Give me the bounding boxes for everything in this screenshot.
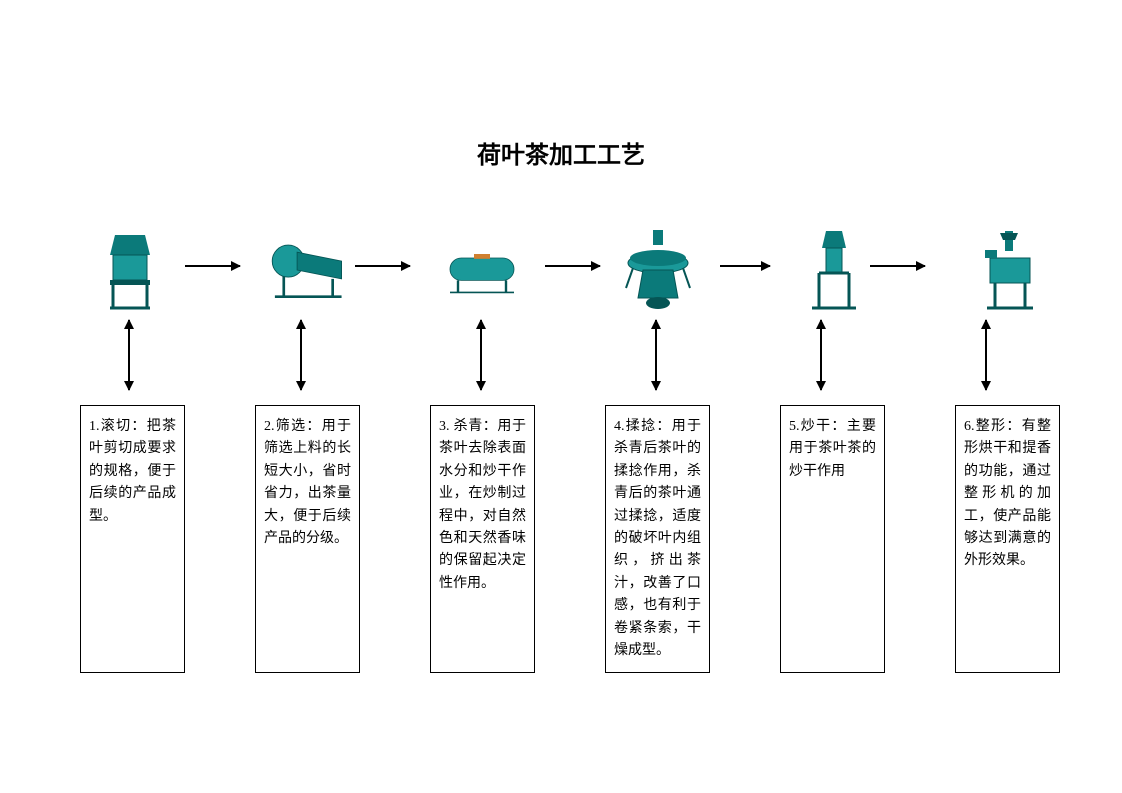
flow-arrow-1-2 <box>185 265 240 267</box>
link-arrow-2 <box>300 320 302 390</box>
step-box-6: 6.整形：有整形烘干和提香的功能，通过整形机的加工，使产品能够达到满意的外形效果… <box>955 405 1060 673</box>
description-boxes-row: 1.滚切：把茶叶剪切成要求的规格，便于后续的产品成型。 2.筛选：用于筛选上料的… <box>80 405 1060 673</box>
step-box-2: 2.筛选：用于筛选上料的长短大小，省时省力，出茶量大，便于后续产品的分级。 <box>255 405 360 673</box>
step-box-1: 1.滚切：把茶叶剪切成要求的规格，便于后续的产品成型。 <box>80 405 185 673</box>
machine-rolling <box>618 230 698 310</box>
page-title: 荷叶茶加工工艺 <box>0 135 1122 170</box>
flow-arrow-5-6 <box>870 265 925 267</box>
machine-dryer <box>794 230 874 310</box>
link-arrow-6 <box>985 320 987 390</box>
step-box-5: 5.炒干：主要用于茶叶茶的炒干作用 <box>780 405 885 673</box>
link-arrow-3 <box>480 320 482 390</box>
machine-roll-cutter <box>90 230 170 310</box>
step-box-4: 4.揉捻：用于杀青后茶叶的揉捻作用，杀青后的茶叶通过揉捻，适度的破坏叶内组织，挤… <box>605 405 710 673</box>
flow-arrow-3-4 <box>545 265 600 267</box>
link-arrow-5 <box>820 320 822 390</box>
flow-arrow-4-5 <box>720 265 770 267</box>
link-arrow-1 <box>128 320 130 390</box>
link-arrow-4 <box>655 320 657 390</box>
machine-fixation <box>442 230 522 310</box>
machine-shaping <box>970 230 1050 310</box>
flow-arrow-2-3 <box>355 265 410 267</box>
step-box-3: 3. 杀青：用于茶叶去除表面水分和炒干作业，在炒制过程中，对自然色和天然香味的保… <box>430 405 535 673</box>
machine-sifter <box>266 230 346 310</box>
